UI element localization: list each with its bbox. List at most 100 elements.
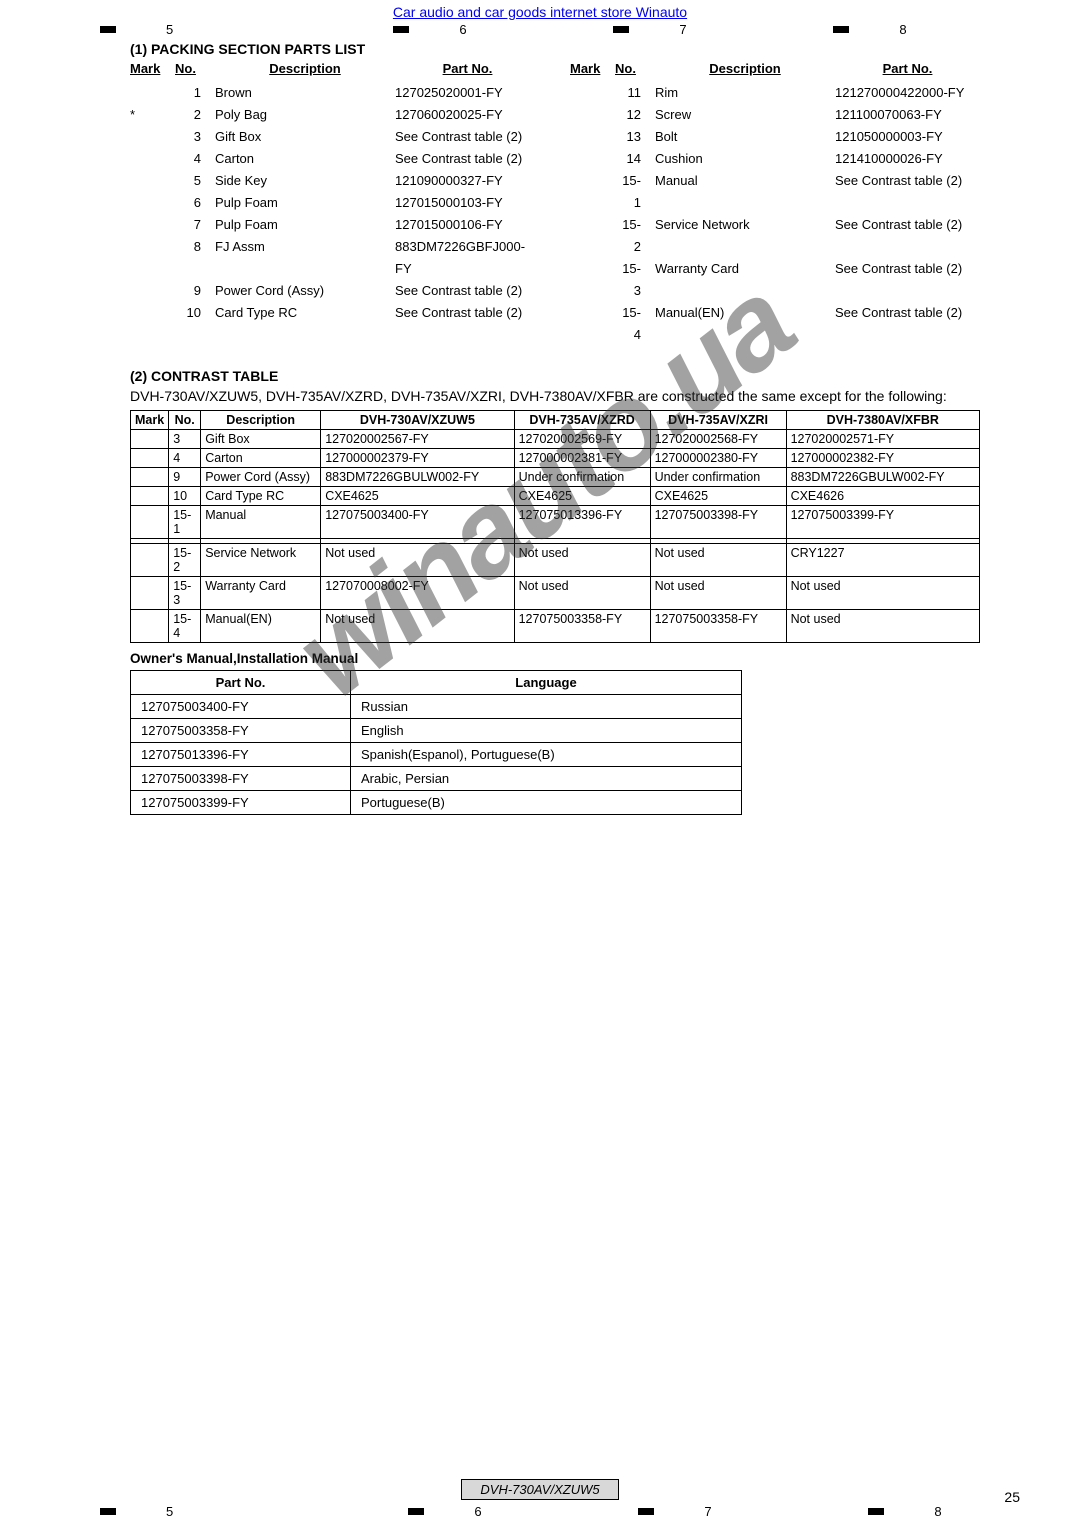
contrast-cell: Not used (321, 610, 514, 643)
parts-cell-part: 883DM7226GBFJ000-FY (395, 236, 540, 280)
manual-cell: Russian (351, 695, 742, 719)
contrast-cell: Under confirmation (514, 468, 650, 487)
contrast-cell: 127000002381-FY (514, 449, 650, 468)
col-no: No. (175, 61, 215, 76)
parts-row: 15-4Manual(EN)See Contrast table (2) (570, 302, 980, 346)
parts-cell-part: 127015000106-FY (395, 214, 540, 236)
tick-mark (408, 1508, 424, 1515)
parts-cell-mark (130, 302, 175, 324)
manual-row: 127075003398-FYArabic, Persian (131, 767, 742, 791)
parts-cell-desc: Service Network (655, 214, 835, 258)
contrast-cell: CXE4626 (786, 487, 979, 506)
parts-cell-mark (570, 170, 615, 214)
parts-cell-part: See Contrast table (2) (835, 258, 980, 302)
parts-row: 3Gift BoxSee Contrast table (2) (130, 126, 540, 148)
parts-cell-part: 121270000422000-FY (835, 82, 980, 104)
contrast-header-cell: DVH-7380AV/XFBR (786, 411, 979, 430)
parts-cell-mark (570, 82, 615, 104)
contrast-row: 15-1Manual127075003400-FY127075013396-FY… (131, 506, 980, 539)
parts-col-left: Mark No. Description Part No. 1Brown1270… (130, 61, 540, 346)
page-number: 25 (1004, 1489, 1020, 1505)
parts-cell-desc: Power Cord (Assy) (215, 280, 395, 302)
contrast-cell: 10 (169, 487, 201, 506)
parts-cell-mark (130, 170, 175, 192)
parts-cell-no: 15-2 (615, 214, 655, 258)
parts-row: 5Side Key121090000327-FY (130, 170, 540, 192)
parts-header-row: Mark No. Description Part No. (130, 61, 540, 76)
contrast-cell: 127000002382-FY (786, 449, 979, 468)
parts-cell-no: 1 (175, 82, 215, 104)
parts-row: 7Pulp Foam127015000106-FY (130, 214, 540, 236)
col-mark: Mark (570, 61, 615, 76)
tick-num: 5 (166, 1504, 173, 1519)
contrast-cell: 4 (169, 449, 201, 468)
tick-mark (100, 1508, 116, 1515)
parts-row: 13Bolt121050000003-FY (570, 126, 980, 148)
manual-header-cell: Language (351, 671, 742, 695)
parts-cell-no: 9 (175, 280, 215, 302)
parts-cell-mark (570, 214, 615, 258)
contrast-cell: 127020002567-FY (321, 430, 514, 449)
manual-row: 127075003399-FYPortuguese(B) (131, 791, 742, 815)
contrast-cell (131, 577, 169, 610)
contrast-cell: Not used (650, 544, 786, 577)
parts-list: Mark No. Description Part No. 1Brown1270… (130, 61, 980, 346)
contrast-cell: 127070008002-FY (321, 577, 514, 610)
contrast-cell (131, 506, 169, 539)
col-part: Part No. (835, 61, 980, 76)
contrast-cell: 15-3 (169, 577, 201, 610)
contrast-cell: CXE4625 (650, 487, 786, 506)
parts-row: 15-1ManualSee Contrast table (2) (570, 170, 980, 214)
contrast-cell: Manual(EN) (201, 610, 321, 643)
contrast-cell: 127020002569-FY (514, 430, 650, 449)
contrast-cell: 127075003358-FY (650, 610, 786, 643)
tick-num: 7 (679, 22, 686, 37)
parts-row: 10Card Type RCSee Contrast table (2) (130, 302, 540, 324)
footer: DVH-730AV/XZUW5 5 6 7 8 25 (0, 1479, 1080, 1527)
parts-cell-no: 7 (175, 214, 215, 236)
contrast-cell: 9 (169, 468, 201, 487)
contrast-cell: Warranty Card (201, 577, 321, 610)
manual-cell: Arabic, Persian (351, 767, 742, 791)
parts-cell-part: See Contrast table (2) (395, 302, 540, 324)
parts-cell-mark (570, 258, 615, 302)
contrast-cell: Manual (201, 506, 321, 539)
contrast-header-cell: No. (169, 411, 201, 430)
parts-row: *2Poly Bag127060020025-FY (130, 104, 540, 126)
section1-title: (1) PACKING SECTION PARTS LIST (130, 41, 980, 57)
contrast-row: 15-3Warranty Card127070008002-FYNot used… (131, 577, 980, 610)
parts-cell-desc: Bolt (655, 126, 835, 148)
tick-num: 5 (166, 22, 173, 37)
contrast-cell: Under confirmation (650, 468, 786, 487)
parts-cell-part: See Contrast table (2) (395, 280, 540, 302)
contrast-cell: Card Type RC (201, 487, 321, 506)
contrast-cell: 127000002379-FY (321, 449, 514, 468)
parts-cell-no: 3 (175, 126, 215, 148)
contrast-cell: 127075003398-FY (650, 506, 786, 539)
contrast-cell: 15-1 (169, 506, 201, 539)
col-no: No. (615, 61, 655, 76)
parts-cell-no: 12 (615, 104, 655, 126)
contrast-cell: 883DM7226GBULW002-FY (786, 468, 979, 487)
parts-cell-mark (570, 104, 615, 126)
contrast-row: 15-2Service NetworkNot usedNot usedNot u… (131, 544, 980, 577)
tick-mark (393, 26, 409, 33)
parts-cell-mark (130, 280, 175, 302)
parts-cell-no: 5 (175, 170, 215, 192)
parts-cell-mark (570, 302, 615, 346)
parts-cell-part: 121100070063-FY (835, 104, 980, 126)
contrast-header-cell: Description (201, 411, 321, 430)
manual-cell: 127075003400-FY (131, 695, 351, 719)
parts-cell-desc: Gift Box (215, 126, 395, 148)
tick-num: 6 (474, 1504, 481, 1519)
parts-row: 14Cushion121410000026-FY (570, 148, 980, 170)
parts-cell-desc: Poly Bag (215, 104, 395, 126)
header-link[interactable]: Car audio and car goods internet store W… (0, 0, 1080, 20)
contrast-cell: 15-2 (169, 544, 201, 577)
contrast-cell: 127020002568-FY (650, 430, 786, 449)
parts-row: 8FJ Assm883DM7226GBFJ000-FY (130, 236, 540, 280)
col-part: Part No. (395, 61, 540, 76)
contrast-cell: Not used (321, 544, 514, 577)
parts-cell-no: 6 (175, 192, 215, 214)
contrast-cell: 127000002380-FY (650, 449, 786, 468)
